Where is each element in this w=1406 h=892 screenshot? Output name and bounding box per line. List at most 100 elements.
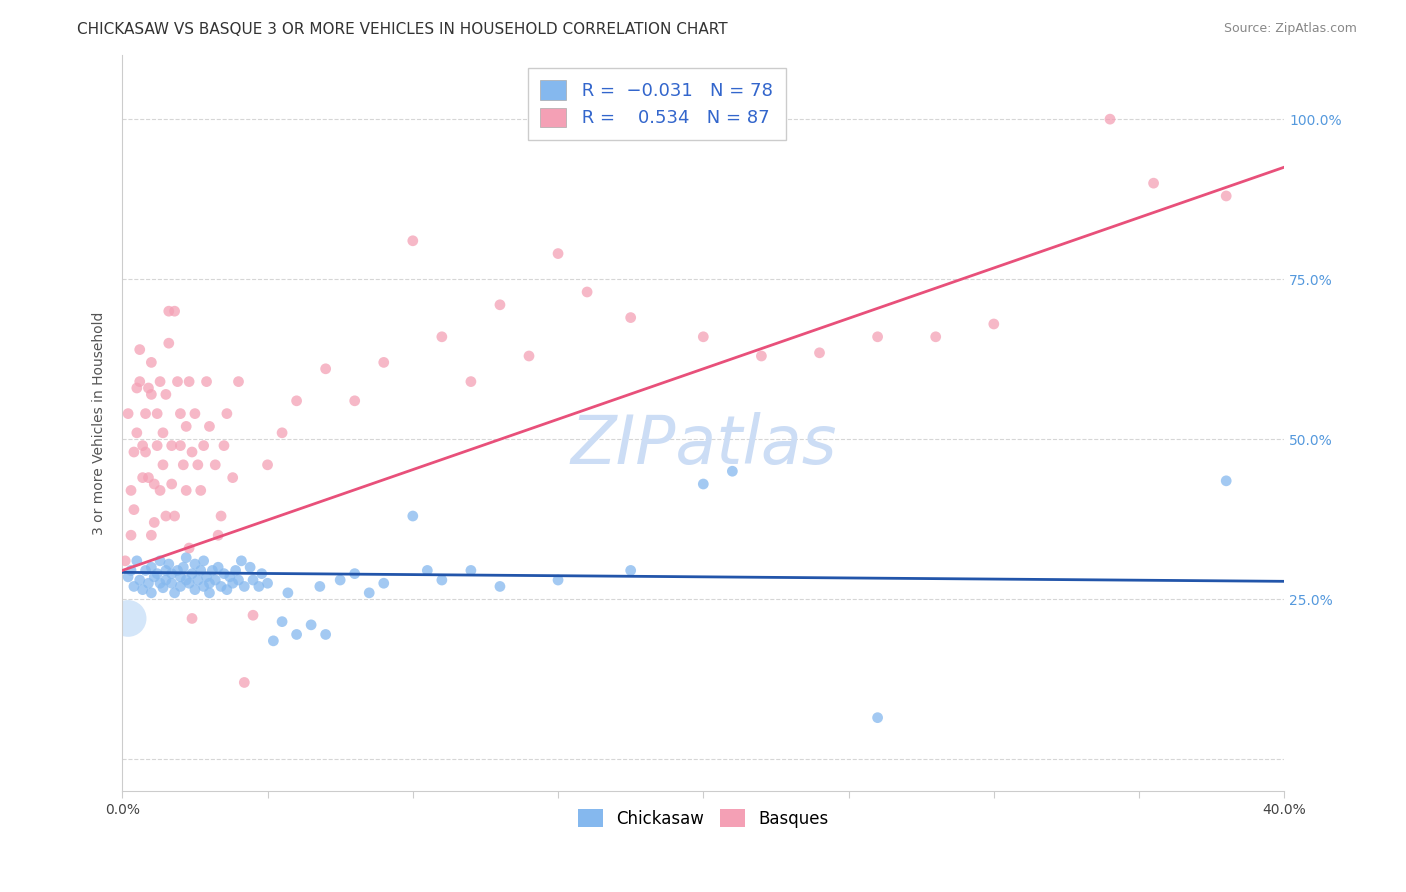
Point bbox=[135, 407, 157, 421]
Point bbox=[160, 439, 183, 453]
Point bbox=[184, 582, 207, 597]
Point bbox=[141, 560, 163, 574]
Point bbox=[215, 582, 238, 597]
Text: Source: ZipAtlas.com: Source: ZipAtlas.com bbox=[1223, 22, 1357, 36]
Point bbox=[207, 560, 229, 574]
Point bbox=[329, 573, 352, 587]
Point bbox=[209, 579, 232, 593]
Point bbox=[198, 419, 221, 434]
Point bbox=[114, 554, 136, 568]
Point bbox=[402, 234, 425, 248]
Point bbox=[125, 381, 148, 395]
Point bbox=[120, 564, 142, 578]
Point bbox=[343, 393, 366, 408]
Point bbox=[299, 618, 322, 632]
Point bbox=[157, 304, 180, 318]
Point bbox=[195, 375, 218, 389]
Point bbox=[193, 439, 215, 453]
Point bbox=[143, 570, 166, 584]
Point bbox=[166, 564, 188, 578]
Point bbox=[152, 458, 174, 472]
Point bbox=[143, 516, 166, 530]
Point bbox=[207, 528, 229, 542]
Point bbox=[517, 349, 540, 363]
Point bbox=[157, 336, 180, 351]
Point bbox=[242, 573, 264, 587]
Point bbox=[146, 407, 169, 421]
Point bbox=[250, 566, 273, 581]
Point bbox=[416, 564, 439, 578]
Point bbox=[187, 458, 209, 472]
Point bbox=[152, 581, 174, 595]
Point bbox=[128, 375, 150, 389]
Point bbox=[198, 576, 221, 591]
Point bbox=[120, 528, 142, 542]
Point bbox=[204, 458, 226, 472]
Y-axis label: 3 or more Vehicles in Household: 3 or more Vehicles in Household bbox=[93, 311, 107, 535]
Point bbox=[204, 573, 226, 587]
Point bbox=[225, 564, 247, 578]
Point bbox=[489, 579, 512, 593]
Point bbox=[160, 566, 183, 581]
Text: ZIPatlas: ZIPatlas bbox=[569, 412, 837, 478]
Point bbox=[152, 425, 174, 440]
Point bbox=[160, 477, 183, 491]
Point bbox=[430, 330, 453, 344]
Point bbox=[359, 586, 381, 600]
Point bbox=[181, 445, 204, 459]
Point bbox=[866, 711, 889, 725]
Point bbox=[193, 579, 215, 593]
Point bbox=[117, 570, 139, 584]
Point bbox=[138, 470, 160, 484]
Point bbox=[120, 483, 142, 498]
Point bbox=[547, 246, 569, 260]
Point bbox=[155, 573, 177, 587]
Point bbox=[721, 464, 744, 478]
Point bbox=[125, 425, 148, 440]
Point bbox=[402, 509, 425, 524]
Point bbox=[256, 576, 278, 591]
Legend: Chickasaw, Basques: Chickasaw, Basques bbox=[569, 801, 838, 836]
Point bbox=[172, 458, 194, 472]
Point bbox=[184, 407, 207, 421]
Point bbox=[308, 579, 330, 593]
Point bbox=[247, 579, 270, 593]
Point bbox=[149, 576, 172, 591]
Point bbox=[239, 560, 262, 574]
Point bbox=[489, 298, 512, 312]
Point bbox=[174, 550, 197, 565]
Point bbox=[169, 579, 191, 593]
Point bbox=[174, 483, 197, 498]
Point bbox=[576, 285, 599, 299]
Point bbox=[430, 573, 453, 587]
Point bbox=[218, 570, 240, 584]
Point bbox=[233, 579, 256, 593]
Point bbox=[172, 560, 194, 574]
Point bbox=[190, 564, 212, 578]
Point bbox=[373, 576, 395, 591]
Point bbox=[547, 573, 569, 587]
Point bbox=[141, 355, 163, 369]
Point bbox=[228, 573, 250, 587]
Point bbox=[271, 615, 294, 629]
Point bbox=[221, 576, 243, 591]
Point bbox=[149, 375, 172, 389]
Point bbox=[201, 564, 224, 578]
Point bbox=[169, 407, 191, 421]
Point bbox=[460, 564, 482, 578]
Text: CHICKASAW VS BASQUE 3 OR MORE VEHICLES IN HOUSEHOLD CORRELATION CHART: CHICKASAW VS BASQUE 3 OR MORE VEHICLES I… bbox=[77, 22, 728, 37]
Point bbox=[117, 611, 139, 625]
Point bbox=[692, 330, 714, 344]
Point bbox=[285, 627, 308, 641]
Point bbox=[169, 570, 191, 584]
Point bbox=[141, 387, 163, 401]
Point bbox=[212, 566, 235, 581]
Point bbox=[193, 554, 215, 568]
Point bbox=[122, 579, 145, 593]
Point bbox=[692, 477, 714, 491]
Point bbox=[198, 586, 221, 600]
Point bbox=[125, 554, 148, 568]
Point bbox=[179, 576, 201, 591]
Point bbox=[122, 445, 145, 459]
Point bbox=[163, 509, 186, 524]
